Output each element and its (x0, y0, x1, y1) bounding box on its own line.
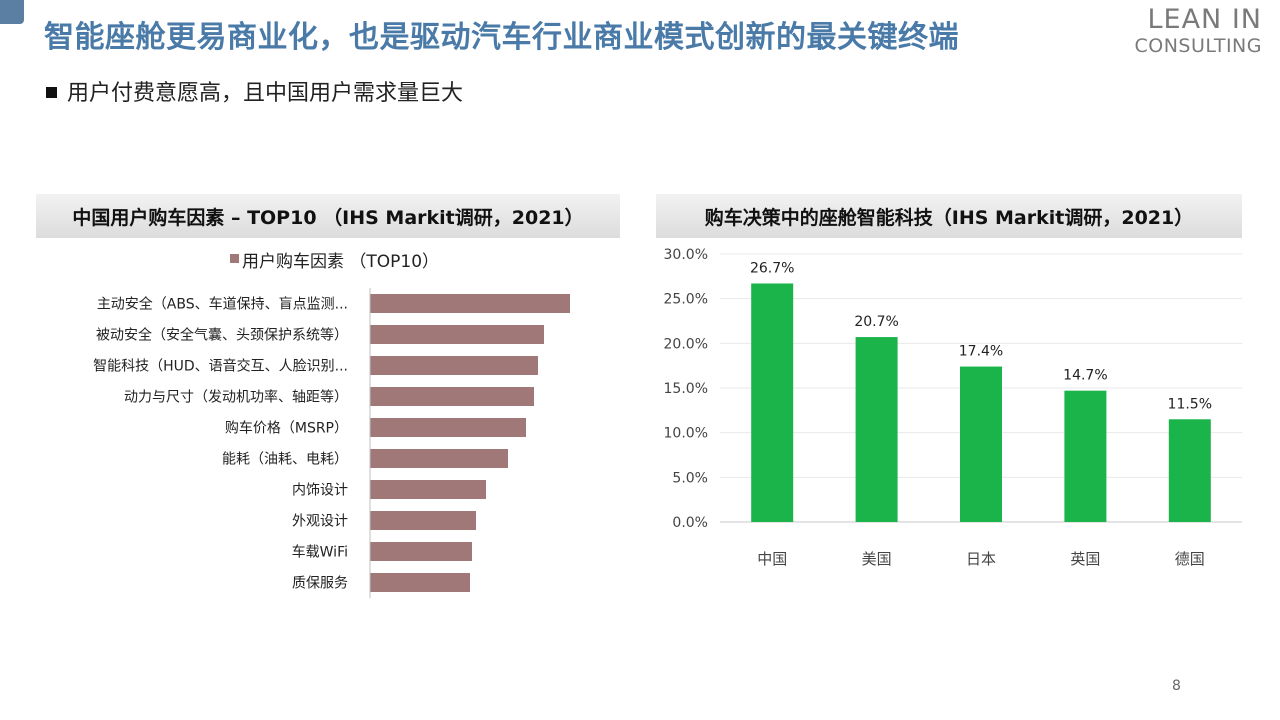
category-label: 内饰设计 (292, 483, 348, 499)
data-label: 11.5% (1168, 396, 1212, 412)
bullet-point: 用户付费意愿高，且中国用户需求量巨大 (46, 75, 463, 107)
x-tick-label: 德国 (1175, 550, 1205, 568)
logo-line-2: CONSULTING (1134, 35, 1262, 57)
y-tick-label: 30.0% (664, 247, 708, 263)
y-tick-label: 0.0% (672, 515, 708, 531)
bar (370, 294, 570, 313)
bar (370, 325, 544, 344)
x-tick-label: 中国 (757, 550, 787, 568)
bar (370, 542, 472, 561)
bullet-square-icon (46, 86, 57, 98)
slide-title: 智能座舱更易商业化，也是驱动汽车行业商业模式创新的最关键终端 (44, 20, 959, 55)
y-tick-label: 15.0% (664, 381, 708, 397)
bar (960, 366, 1002, 522)
data-label: 26.7% (750, 260, 794, 276)
corner-square (0, 0, 24, 24)
bar (1064, 390, 1107, 522)
page-number: 8 (1172, 678, 1181, 694)
data-label: 17.4% (959, 344, 1003, 360)
bar (855, 337, 898, 522)
bar (370, 387, 534, 406)
bar (370, 449, 508, 468)
bar (370, 573, 470, 592)
bar (370, 418, 526, 437)
bar (370, 511, 476, 530)
right-chart-title: 购车决策中的座舱智能科技（IHS Markit调研，2021） (656, 194, 1242, 238)
bar (370, 356, 538, 375)
legend-label: 用户购车因素 （TOP10） (242, 252, 439, 272)
category-label: 被动安全（安全气囊、头颈保护系统等） (96, 327, 348, 344)
left-bar-chart: 用户购车因素 （TOP10） 主动安全（ABS、车道保持、盲点监测... 被动安全（… (93, 252, 570, 598)
category-label: 质保服务 (292, 576, 348, 592)
category-label: 外观设计 (292, 514, 348, 530)
category-label: 动力与尺寸（发动机功率、轴距等） (124, 389, 348, 406)
bullet-text: 用户付费意愿高，且中国用户需求量巨大 (67, 81, 464, 106)
logo-line-1: LEAN IN (1147, 4, 1262, 35)
data-label: 20.7% (854, 314, 898, 330)
category-label: 车载WiFi (292, 544, 348, 561)
legend-swatch (230, 254, 239, 263)
y-tick-label: 5.0% (672, 470, 708, 486)
bar (370, 480, 486, 499)
x-tick-label: 美国 (862, 550, 892, 568)
data-label: 14.7% (1063, 368, 1107, 384)
left-chart-title: 中国用户购车因素 – TOP10 （IHS Markit调研，2021） (36, 194, 620, 238)
x-tick-label: 日本 (966, 550, 996, 568)
logo: LEAN IN CONSULTING (1134, 6, 1262, 56)
category-label: 能耗（油耗、电耗） (222, 452, 348, 468)
right-bar-chart: 0.0% 5.0% 10.0% 15.0% 20.0% 25.0% 30.0% 26.7% 中国… (664, 247, 1242, 568)
y-tick-label: 25.0% (664, 292, 708, 308)
category-label: 购车价格（MSRP） (225, 420, 348, 437)
category-label: 主动安全（ABS、车道保持、盲点监测... (97, 296, 348, 313)
y-tick-label: 20.0% (664, 336, 708, 352)
bar (751, 283, 794, 522)
y-tick-label: 10.0% (664, 426, 708, 442)
x-tick-label: 英国 (1070, 550, 1100, 568)
category-label: 智能科技（HUD、语音交互、人脸识别... (93, 358, 348, 375)
bar (1168, 419, 1211, 522)
